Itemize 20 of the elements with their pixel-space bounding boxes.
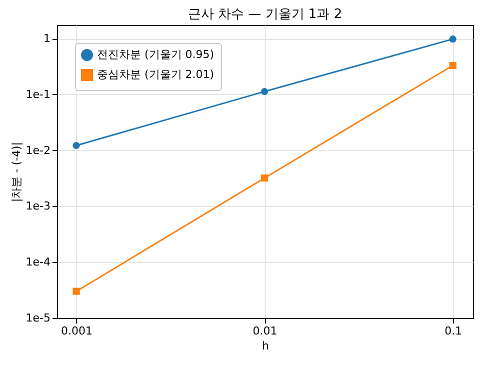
point [261, 88, 268, 96]
y-axis-title: |차분 - (-4)| [10, 142, 23, 202]
point [72, 142, 80, 150]
x-tick-label: 0.1 [444, 324, 462, 338]
chart-title: 근사 차수 — 기울기 1과 2 [188, 7, 342, 22]
y-tick-label: 1e-3 [26, 200, 50, 213]
point [449, 62, 456, 70]
point [72, 288, 80, 295]
point [261, 174, 268, 182]
y-tick-label: 1e-2 [26, 144, 50, 157]
x-tick-label: 0.01 [252, 324, 278, 338]
y-tick-label: 1e-5 [26, 312, 50, 324]
x-tick-label: 0.001 [61, 324, 93, 338]
y-tick-label: 1e-4 [26, 256, 50, 269]
y-tick-label: 1 [44, 32, 50, 46]
x-axis-title: h [262, 340, 270, 352]
legend-label: 중심차분 (기울기 2.01) [97, 68, 214, 81]
y-tick-label: 1e-1 [26, 88, 50, 101]
point [449, 36, 456, 43]
legend-label: 전진차분 (기울기 0.95) [97, 48, 214, 61]
